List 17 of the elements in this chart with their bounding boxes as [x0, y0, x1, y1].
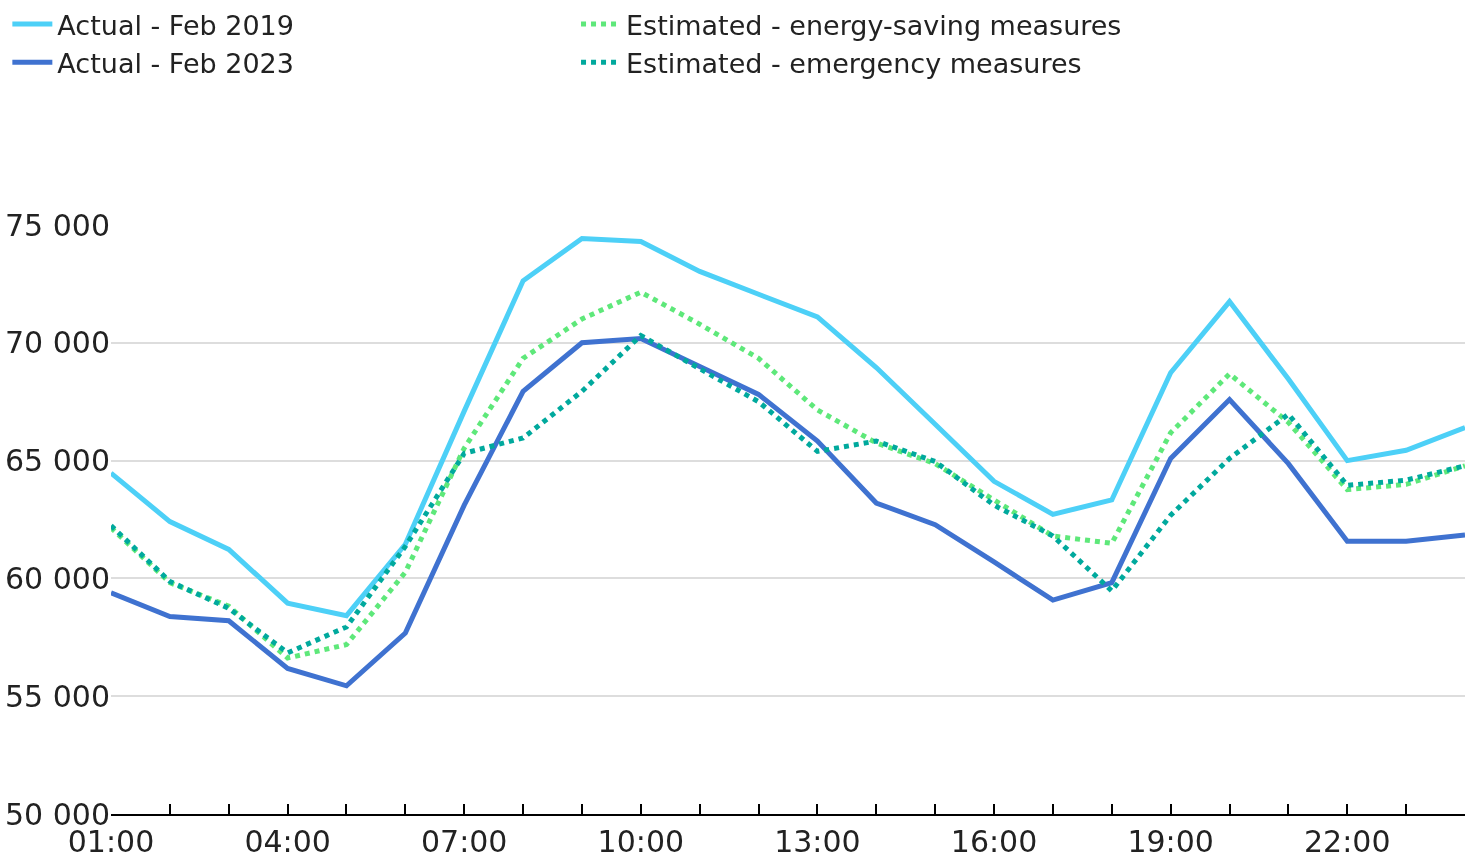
y-tick-label: 65 000: [5, 443, 110, 479]
x-tick-label: 04:00: [244, 824, 331, 859]
x-tick-label: 07:00: [420, 824, 508, 859]
x-tick-label: 13:00: [774, 824, 861, 859]
legend-label: Actual - Feb 2019: [57, 9, 294, 41]
y-tick-label: 70 000: [5, 325, 110, 361]
y-tick-label: 55 000: [5, 678, 110, 714]
x-tick-label: 19:00: [1127, 824, 1214, 859]
x-tick-label: 10:00: [597, 824, 685, 859]
x-tick-label: 22:00: [1304, 824, 1391, 859]
legend-label: Actual - Feb 2023: [57, 47, 294, 79]
legend-label: Estimated - emergency measures: [626, 47, 1082, 79]
y-tick-label: 75 000: [5, 207, 110, 243]
x-tick-label: 01:00: [67, 824, 155, 859]
x-tick-label: 16:00: [950, 824, 1038, 859]
y-tick-label: 60 000: [5, 560, 110, 596]
legend-label: Estimated - energy-saving measures: [626, 9, 1122, 41]
